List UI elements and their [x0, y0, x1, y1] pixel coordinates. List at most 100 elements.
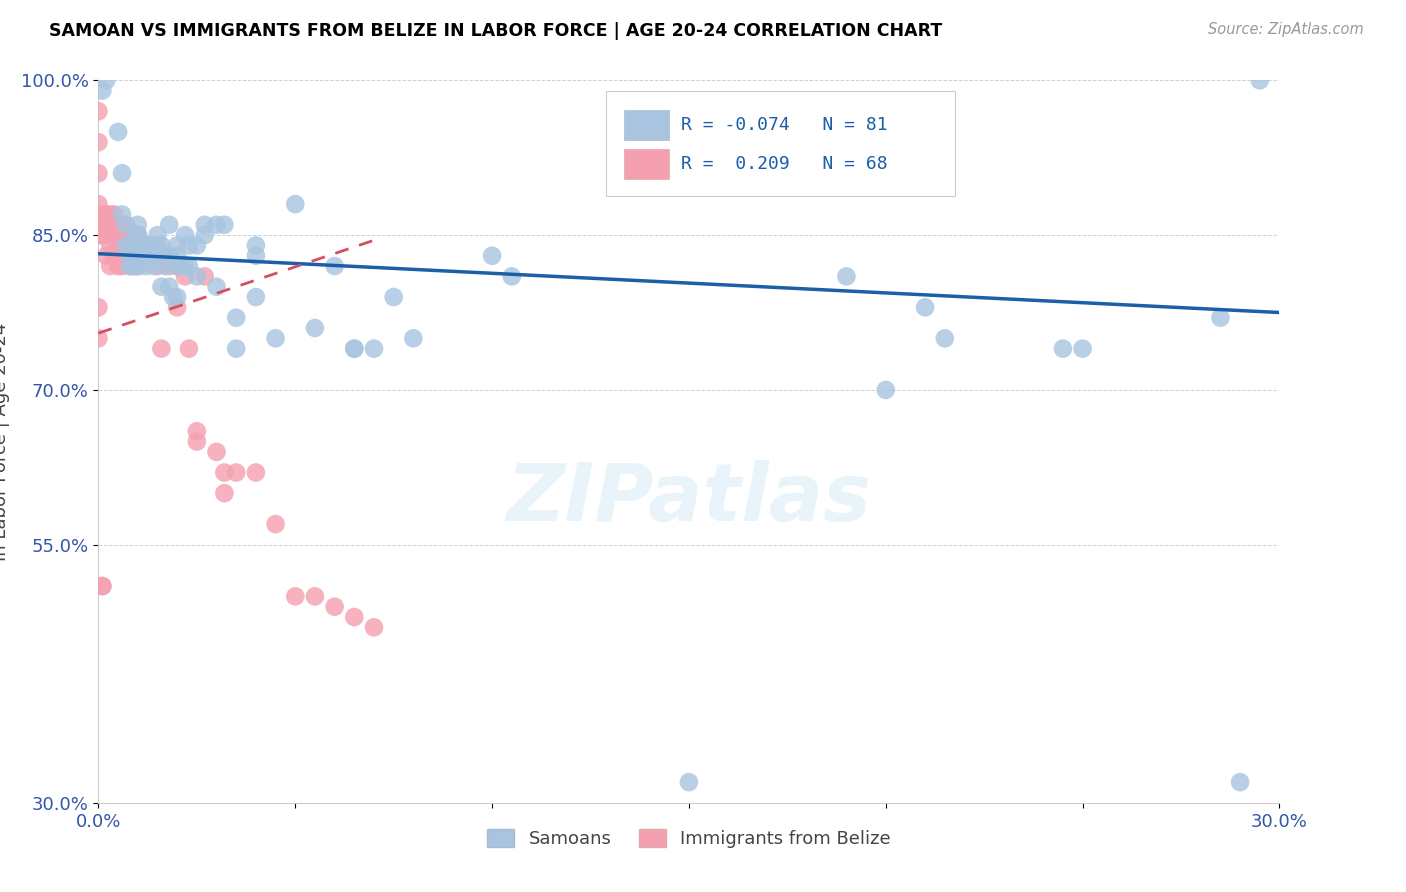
Point: [638, 145, 661, 160]
Point: [118, 228, 141, 243]
Point: [122, 249, 145, 263]
Point: [225, 466, 247, 480]
Point: [363, 620, 385, 634]
Point: [115, 228, 138, 243]
Point: [304, 590, 326, 604]
Point: [115, 218, 138, 232]
Point: [1209, 310, 1232, 325]
Point: [1249, 73, 1271, 87]
Point: [111, 207, 134, 221]
Point: [382, 290, 405, 304]
Point: [87, 104, 110, 119]
Point: [111, 228, 134, 243]
Point: [166, 249, 188, 263]
Point: [127, 259, 149, 273]
Point: [214, 218, 236, 232]
Point: [934, 331, 956, 345]
Y-axis label: In Labor Force | Age 20-24: In Labor Force | Age 20-24: [0, 322, 10, 561]
Point: [146, 259, 169, 273]
Point: [138, 238, 160, 252]
Point: [138, 249, 160, 263]
Point: [205, 218, 228, 232]
Point: [914, 301, 936, 315]
Point: [122, 259, 145, 273]
Point: [127, 228, 149, 243]
Point: [205, 445, 228, 459]
Point: [186, 269, 208, 284]
Point: [138, 238, 160, 252]
Point: [91, 207, 114, 221]
Point: [118, 259, 141, 273]
Point: [135, 238, 157, 252]
Text: Source: ZipAtlas.com: Source: ZipAtlas.com: [1208, 22, 1364, 37]
Point: [205, 279, 228, 293]
Point: [284, 197, 307, 211]
Point: [264, 331, 287, 345]
Point: [146, 238, 169, 252]
Point: [127, 249, 149, 263]
Point: [150, 238, 173, 252]
Point: [107, 259, 129, 273]
Point: [87, 197, 110, 211]
Point: [155, 249, 177, 263]
Point: [91, 218, 114, 232]
Point: [166, 301, 188, 315]
Point: [245, 290, 267, 304]
Point: [363, 342, 385, 356]
Point: [111, 259, 134, 273]
Point: [98, 238, 121, 252]
Point: [118, 249, 141, 263]
Point: [127, 218, 149, 232]
Point: [118, 259, 141, 273]
Point: [127, 228, 149, 243]
Point: [98, 228, 121, 243]
Point: [214, 486, 236, 500]
Point: [107, 218, 129, 232]
Point: [103, 207, 125, 221]
Point: [150, 279, 173, 293]
Point: [177, 259, 200, 273]
Point: [875, 383, 897, 397]
Point: [1052, 342, 1074, 356]
Point: [157, 259, 180, 273]
Point: [1071, 342, 1094, 356]
Point: [98, 218, 121, 232]
Point: [107, 238, 129, 252]
Point: [127, 238, 149, 252]
Point: [177, 238, 200, 252]
Point: [91, 579, 114, 593]
Point: [194, 218, 217, 232]
Point: [323, 259, 346, 273]
Point: [343, 342, 366, 356]
Point: [157, 249, 180, 263]
Point: [402, 331, 425, 345]
Point: [481, 249, 503, 263]
Point: [91, 84, 114, 98]
Point: [96, 207, 118, 221]
Point: [107, 125, 129, 139]
Text: R =  0.209   N = 68: R = 0.209 N = 68: [681, 155, 887, 173]
Point: [98, 207, 121, 221]
Point: [177, 342, 200, 356]
Legend: Samoans, Immigrants from Belize: Samoans, Immigrants from Belize: [479, 822, 898, 855]
Point: [91, 228, 114, 243]
Point: [115, 238, 138, 252]
Point: [245, 249, 267, 263]
Point: [118, 238, 141, 252]
Point: [174, 228, 197, 243]
Point: [122, 259, 145, 273]
Point: [115, 249, 138, 263]
Point: [194, 269, 217, 284]
Text: R = -0.074   N = 81: R = -0.074 N = 81: [681, 116, 887, 134]
Point: [111, 166, 134, 180]
Point: [245, 238, 267, 252]
Point: [142, 259, 165, 273]
Point: [166, 259, 188, 273]
Point: [155, 249, 177, 263]
Point: [835, 269, 858, 284]
Point: [174, 269, 197, 284]
Point: [304, 321, 326, 335]
Text: SAMOAN VS IMMIGRANTS FROM BELIZE IN LABOR FORCE | AGE 20-24 CORRELATION CHART: SAMOAN VS IMMIGRANTS FROM BELIZE IN LABO…: [49, 22, 942, 40]
Point: [96, 249, 118, 263]
Point: [284, 590, 307, 604]
